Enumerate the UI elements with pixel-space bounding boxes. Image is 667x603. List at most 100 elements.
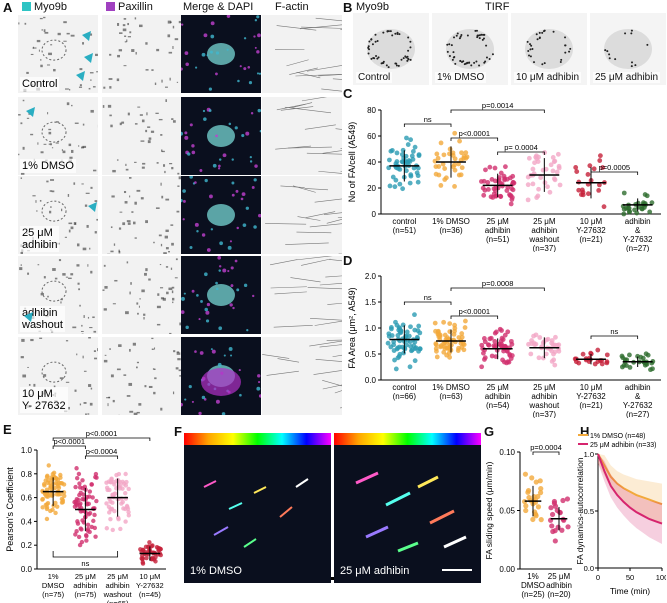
data-point bbox=[392, 184, 398, 190]
category-label: 25 μM bbox=[107, 572, 128, 581]
micrograph-texture bbox=[18, 16, 98, 92]
category-label: 1% bbox=[527, 572, 539, 581]
y-tick-label: 0.05 bbox=[499, 507, 515, 516]
data-point bbox=[80, 478, 85, 483]
arrowhead-icon bbox=[18, 337, 98, 415]
category-points bbox=[525, 150, 563, 203]
merge-image bbox=[181, 15, 261, 93]
data-point bbox=[552, 538, 558, 544]
data-point bbox=[538, 517, 544, 523]
kymograph-streaks bbox=[203, 478, 309, 548]
significance-label: p<0.0001 bbox=[86, 429, 118, 438]
factin-image bbox=[262, 97, 342, 175]
micrograph-texture bbox=[275, 97, 342, 174]
data-point bbox=[487, 164, 493, 170]
tirf-image: 1% DMSO bbox=[432, 13, 508, 85]
data-point bbox=[585, 172, 591, 177]
tirf-texture bbox=[525, 29, 573, 69]
data-point bbox=[76, 534, 82, 540]
data-point bbox=[107, 487, 112, 493]
data-point bbox=[586, 359, 592, 364]
kymograph-streaks bbox=[355, 471, 467, 553]
data-point bbox=[62, 493, 67, 499]
data-point bbox=[85, 528, 90, 533]
data-point bbox=[434, 151, 440, 157]
category-label: adhibin bbox=[531, 392, 557, 401]
data-point bbox=[493, 354, 499, 360]
y-tick-label: 2.0 bbox=[365, 272, 377, 281]
data-point bbox=[591, 166, 597, 172]
data-point bbox=[452, 130, 458, 136]
data-point bbox=[407, 339, 413, 345]
data-point bbox=[387, 183, 393, 189]
data-point bbox=[391, 348, 397, 353]
data-point bbox=[442, 177, 448, 182]
data-point bbox=[408, 137, 414, 143]
micrograph-texture bbox=[103, 17, 182, 89]
data-point bbox=[553, 334, 558, 340]
arrowhead-icon bbox=[24, 312, 33, 322]
data-point bbox=[92, 512, 97, 518]
data-point bbox=[416, 323, 422, 329]
category-label: (n=51) bbox=[486, 235, 510, 244]
micrograph-texture bbox=[181, 347, 261, 415]
data-point bbox=[432, 320, 438, 326]
data-point bbox=[459, 331, 465, 336]
data-point bbox=[107, 510, 112, 515]
data-point bbox=[534, 156, 540, 161]
data-point bbox=[404, 342, 409, 348]
y-tick-label: 0.0 bbox=[584, 564, 594, 573]
panel-c-letter: C bbox=[343, 86, 353, 101]
micrograph-texture bbox=[103, 337, 182, 415]
category-label: Y-27632 bbox=[623, 235, 653, 244]
data-point bbox=[525, 489, 531, 495]
data-point bbox=[53, 510, 58, 516]
category-label: 1% DMSO bbox=[432, 383, 470, 392]
data-point bbox=[126, 513, 131, 518]
y-axis-label: No of FA/cell (A549) bbox=[347, 122, 357, 203]
data-point bbox=[492, 165, 498, 171]
data-point bbox=[497, 326, 503, 332]
data-point bbox=[139, 556, 144, 561]
data-point bbox=[552, 503, 559, 509]
data-point bbox=[409, 153, 415, 159]
data-point bbox=[93, 534, 98, 539]
data-point bbox=[550, 168, 556, 174]
data-point bbox=[92, 525, 98, 531]
data-point bbox=[533, 332, 539, 338]
merge-image bbox=[181, 176, 261, 254]
data-point bbox=[59, 481, 65, 486]
panel-d-letter: D bbox=[343, 253, 353, 268]
data-point bbox=[408, 324, 413, 330]
kymograph-dmso: 1% DMSO bbox=[184, 433, 331, 583]
data-point bbox=[84, 533, 89, 539]
category-label: 25 μM bbox=[548, 572, 571, 581]
data-point bbox=[532, 160, 537, 166]
micrograph-texture bbox=[102, 99, 182, 175]
data-point bbox=[125, 506, 131, 512]
x-tick-label: 100 bbox=[656, 573, 666, 582]
category-label: 25 μM bbox=[486, 383, 509, 392]
data-point bbox=[93, 474, 98, 480]
data-point bbox=[389, 333, 395, 338]
data-point bbox=[597, 158, 603, 163]
data-point bbox=[536, 355, 542, 361]
data-point bbox=[397, 181, 403, 187]
y-tick-label: 0 bbox=[372, 210, 377, 219]
data-point bbox=[509, 353, 515, 358]
category-label: adhibin bbox=[73, 581, 97, 590]
category-label: Y-27632 bbox=[576, 392, 606, 401]
tirf-image: 10 μM adhibin bbox=[511, 13, 587, 85]
category-label: 1% bbox=[48, 572, 59, 581]
data-point bbox=[548, 505, 554, 511]
data-point bbox=[626, 206, 632, 211]
data-point bbox=[487, 336, 493, 342]
myo9b-image: 10 μM Y- 27632 bbox=[18, 337, 98, 415]
data-point bbox=[502, 177, 508, 183]
data-point bbox=[525, 182, 531, 188]
data-point bbox=[417, 346, 423, 351]
data-point bbox=[540, 355, 546, 361]
myo9b-swatch bbox=[22, 2, 31, 11]
data-point bbox=[77, 485, 83, 490]
category-label: 25 μM bbox=[533, 383, 556, 392]
